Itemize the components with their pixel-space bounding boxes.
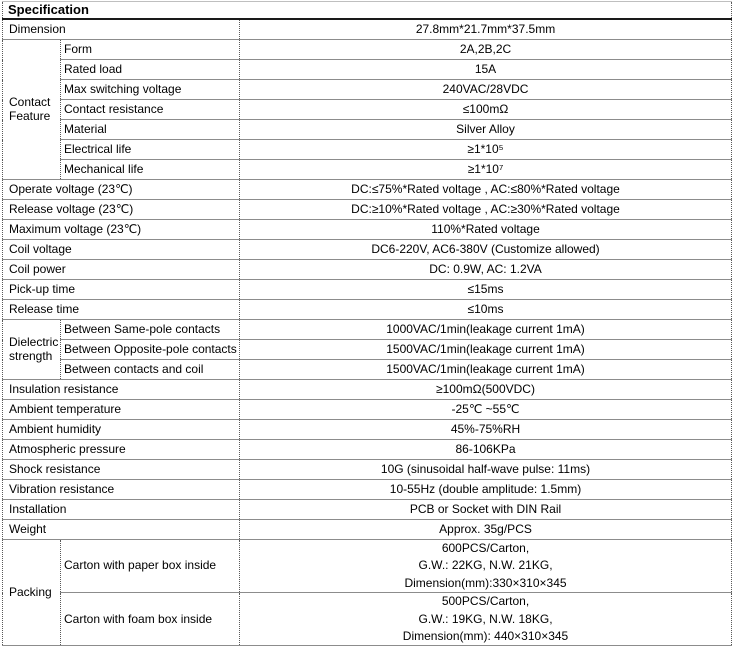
- title-row: Specification: [1, 1, 733, 20]
- row-ambient-temperature: Ambient temperature -25℃ ~55℃: [2, 399, 733, 420]
- row-release-time: Release time ≤10ms: [2, 299, 733, 320]
- row-release-voltage: Release voltage (23℃) DC:≥10%*Rated volt…: [2, 199, 733, 220]
- pickup-time-value: ≤15ms: [238, 279, 733, 300]
- row-packing-paper-box: Packing Carton with paper box inside 600…: [2, 538, 733, 647]
- mechanical-life-value: ≥1*10⁷: [238, 159, 733, 180]
- contact-form-label: Form: [60, 39, 240, 60]
- rated-load-value: 15A: [238, 59, 733, 80]
- contacts-coil-label: Between contacts and coil: [60, 359, 240, 380]
- packing-paper-box-label: Carton with paper box inside: [60, 538, 240, 594]
- shock-resistance-value: 10G (sinusoidal half-wave pulse: 11ms): [238, 459, 733, 480]
- opposite-pole-value: 1500VAC/1min(leakage current 1mA): [238, 339, 733, 360]
- row-shock-resistance: Shock resistance 10G (sinusoidal half-wa…: [2, 459, 733, 480]
- weight-value: Approx. 35g/PCS: [238, 519, 733, 540]
- coil-power-label: Coil power: [2, 259, 240, 280]
- dimension-value: 27.8mm*21.7mm*37.5mm: [238, 18, 733, 40]
- row-contact-resistance: Contact resistance ≤100mΩ: [3, 99, 733, 120]
- insulation-resistance-value: ≥100mΩ(500VDC): [238, 379, 733, 400]
- release-time-label: Release time: [2, 299, 240, 320]
- row-contact-material: Material Silver Alloy: [3, 119, 733, 140]
- row-contact-mechanical-life: Mechanical life ≥1*10⁷: [3, 159, 733, 180]
- coil-power-value: DC: 0.9W, AC: 1.2VA: [238, 259, 733, 280]
- row-contact-max-switching-voltage: Max switching voltage 240VAC/28VDC: [3, 79, 733, 100]
- row-atmospheric-pressure: Atmospheric pressure 86-106KPa: [2, 439, 733, 460]
- release-voltage-label: Release voltage (23℃): [2, 199, 240, 220]
- release-time-value: ≤10ms: [238, 299, 733, 320]
- opposite-pole-label: Between Opposite-pole contacts: [60, 339, 240, 360]
- coil-voltage-value: DC6-220V, AC6-380V (Customize allowed): [238, 239, 733, 260]
- row-operate-voltage: Operate voltage (23℃) DC:≤75%*Rated volt…: [2, 179, 733, 200]
- release-voltage-value: DC:≥10%*Rated voltage , AC:≥30%*Rated vo…: [238, 199, 733, 220]
- operate-voltage-label: Operate voltage (23℃): [2, 179, 240, 200]
- contact-form-value: 2A,2B,2C: [238, 39, 733, 60]
- row-coil-power: Coil power DC: 0.9W, AC: 1.2VA: [2, 259, 733, 280]
- same-pole-value: 1000VAC/1min(leakage current 1mA): [238, 319, 733, 340]
- row-contact-form: Contact Feature Form 2A,2B,2C: [2, 39, 733, 180]
- electrical-life-label: Electrical life: [60, 139, 240, 160]
- atmospheric-pressure-label: Atmospheric pressure: [2, 439, 240, 460]
- row-contact-electrical-life: Electrical life ≥1*10⁵: [3, 139, 733, 160]
- dimension-label: Dimension: [2, 18, 240, 40]
- row-weight: Weight Approx. 35g/PCS: [2, 519, 733, 540]
- vibration-resistance-value: 10-55Hz (double amplitude: 1.5mm): [238, 479, 733, 500]
- vibration-resistance-label: Vibration resistance: [2, 479, 240, 500]
- material-label: Material: [60, 119, 240, 140]
- dielectric-strength-group-label: Dielectric strength: [2, 319, 61, 380]
- packing-foam-box-label: Carton with foam box inside: [60, 592, 240, 647]
- installation-value: PCB or Socket with DIN Rail: [238, 499, 733, 520]
- shock-resistance-label: Shock resistance: [2, 459, 240, 480]
- insulation-resistance-label: Insulation resistance: [2, 379, 240, 400]
- mechanical-life-label: Mechanical life: [60, 159, 240, 180]
- operate-voltage-value: DC:≤75%*Rated voltage , AC:≤80%*Rated vo…: [238, 179, 733, 200]
- row-contact-rated-load: Rated load 15A: [3, 59, 733, 80]
- ambient-temperature-label: Ambient temperature: [2, 399, 240, 420]
- contact-resistance-value: ≤100mΩ: [238, 99, 733, 120]
- maximum-voltage-label: Maximum voltage (23℃): [2, 219, 240, 240]
- packing-group-label: Packing: [2, 538, 61, 647]
- max-switching-voltage-value: 240VAC/28VDC: [238, 79, 733, 100]
- maximum-voltage-value: 110%*Rated voltage: [238, 219, 733, 240]
- ambient-humidity-label: Ambient humidity: [2, 419, 240, 440]
- atmospheric-pressure-value: 86-106KPa: [238, 439, 733, 460]
- row-vibration-resistance: Vibration resistance 10-55Hz (double amp…: [2, 479, 733, 500]
- page-title: Specification: [1, 1, 733, 20]
- ambient-humidity-value: 45%-75%RH: [238, 419, 733, 440]
- packing-foam-box-value: 500PCS/Carton, G.W.: 19KG, N.W. 18KG, Di…: [238, 592, 733, 647]
- packing-paper-box-value: 600PCS/Carton, G.W.: 22KG, N.W. 21KG, Di…: [238, 538, 733, 594]
- row-pickup-time: Pick-up time ≤15ms: [2, 279, 733, 300]
- row-packing-foam-box: Carton with foam box inside 500PCS/Carto…: [3, 592, 733, 647]
- row-coil-voltage: Coil voltage DC6-220V, AC6-380V (Customi…: [2, 239, 733, 260]
- contact-feature-group-label: Contact Feature: [2, 39, 61, 180]
- row-insulation-resistance: Insulation resistance ≥100mΩ(500VDC): [2, 379, 733, 400]
- material-value: Silver Alloy: [238, 119, 733, 140]
- installation-label: Installation: [2, 499, 240, 520]
- row-maximum-voltage: Maximum voltage (23℃) 110%*Rated voltage: [2, 219, 733, 240]
- electrical-life-value: ≥1*10⁵: [238, 139, 733, 160]
- weight-label: Weight: [2, 519, 240, 540]
- contacts-coil-value: 1500VAC/1min(leakage current 1mA): [238, 359, 733, 380]
- row-dielectric-contacts-coil: Between contacts and coil 1500VAC/1min(l…: [3, 359, 733, 380]
- max-switching-voltage-label: Max switching voltage: [60, 79, 240, 100]
- row-ambient-humidity: Ambient humidity 45%-75%RH: [2, 419, 733, 440]
- row-dielectric-opposite-pole: Between Opposite-pole contacts 1500VAC/1…: [3, 339, 733, 360]
- contact-resistance-label: Contact resistance: [60, 99, 240, 120]
- coil-voltage-label: Coil voltage: [2, 239, 240, 260]
- rated-load-label: Rated load: [60, 59, 240, 80]
- same-pole-label: Between Same-pole contacts: [60, 319, 240, 340]
- row-dielectric-same-pole: Dielectric strength Between Same-pole co…: [2, 319, 733, 380]
- row-dimension: Dimension 27.8mm*21.7mm*37.5mm: [2, 18, 733, 40]
- pickup-time-label: Pick-up time: [2, 279, 240, 300]
- ambient-temperature-value: -25℃ ~55℃: [238, 399, 733, 420]
- row-installation: Installation PCB or Socket with DIN Rail: [2, 499, 733, 520]
